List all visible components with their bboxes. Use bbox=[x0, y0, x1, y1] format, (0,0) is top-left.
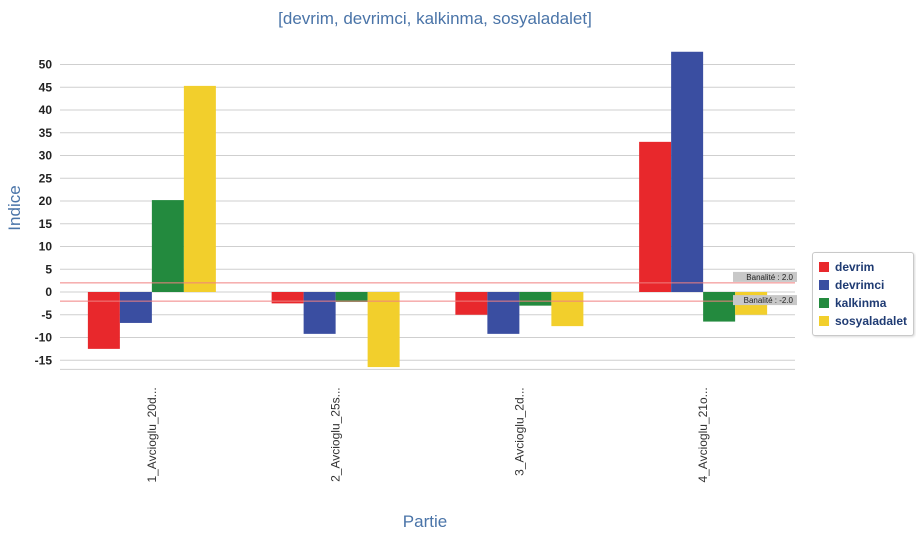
bar-devrim bbox=[271, 292, 304, 304]
y-tick-label: 0 bbox=[45, 285, 52, 299]
bar-devrimci bbox=[303, 292, 336, 334]
bar-kalkinma bbox=[703, 292, 736, 322]
bar-devrimci bbox=[487, 292, 520, 334]
y-tick-label: -15 bbox=[35, 353, 53, 367]
x-category-label: 2_Avcioglu_25s... bbox=[329, 387, 343, 482]
legend-item-devrimci: devrimci bbox=[819, 277, 884, 293]
x-category-label: 3_Avcioglu_2d... bbox=[512, 387, 526, 476]
reference-line-label-bg bbox=[733, 271, 797, 282]
y-tick-label: 35 bbox=[39, 126, 53, 140]
x-category-label: 1_Avcioglu_20d... bbox=[145, 387, 159, 482]
x-axis-title: Partie bbox=[403, 512, 447, 531]
legend-label: devrim bbox=[835, 260, 875, 274]
reference-line-label: Banalité : -2.0 bbox=[744, 296, 794, 305]
bar-devrim bbox=[455, 292, 488, 315]
legend-item-devrim: devrim bbox=[819, 259, 874, 275]
legend-label: sosyaladalet bbox=[835, 314, 908, 328]
y-tick-label: 25 bbox=[39, 171, 53, 185]
bar-kalkinma bbox=[335, 292, 368, 303]
y-axis-title: Indice bbox=[5, 185, 24, 230]
legend-swatch bbox=[819, 280, 829, 290]
y-tick-label: 50 bbox=[39, 58, 53, 72]
bar-devrim bbox=[87, 292, 120, 349]
legend-label: devrimci bbox=[835, 278, 885, 292]
bar-devrimci bbox=[119, 292, 152, 323]
x-category-label: 4_Avcioglu_21o... bbox=[696, 387, 710, 482]
bar-sosyaladalet bbox=[367, 292, 400, 368]
y-tick-label: -10 bbox=[35, 331, 53, 345]
legend-item-sosyaladalet: sosyaladalet bbox=[819, 313, 907, 329]
y-axis-ticks: -15 -10 -5 0 5 10 15 20 25 30 35 40 45 50 bbox=[35, 58, 53, 368]
bars bbox=[87, 51, 768, 368]
legend-swatch bbox=[819, 262, 829, 272]
bar-sosyaladalet bbox=[183, 85, 216, 292]
y-tick-label: 15 bbox=[39, 217, 53, 231]
legend-label: kalkinma bbox=[835, 296, 887, 310]
bar-devrimci bbox=[671, 51, 704, 293]
y-tick-label: 45 bbox=[39, 80, 53, 94]
y-tick-label: 5 bbox=[45, 262, 52, 276]
reference-lines: Banalité : 2.0 Banalité : -2.0 bbox=[60, 271, 797, 306]
legend-item-kalkinma: kalkinma bbox=[819, 295, 886, 311]
legend-swatch bbox=[819, 316, 829, 326]
x-axis-categories: 1_Avcioglu_20d... 2_Avcioglu_25s... 3_Avci… bbox=[145, 387, 710, 482]
chart-legend: devrim devrimci kalkinma sosyaladalet bbox=[812, 252, 914, 336]
y-tick-label: 10 bbox=[39, 240, 53, 254]
chart-title: [devrim, devrimci, kalkinma, sosyaladale… bbox=[278, 9, 592, 28]
y-tick-label: 30 bbox=[39, 149, 53, 163]
reference-line-label: Banalité : 2.0 bbox=[746, 273, 793, 282]
y-tick-label: -5 bbox=[41, 308, 52, 322]
bar-sosyaladalet bbox=[551, 292, 584, 327]
bar-kalkinma bbox=[151, 200, 184, 292]
reference-line-label-bg bbox=[733, 295, 797, 306]
legend-swatch bbox=[819, 298, 829, 308]
bar-kalkinma bbox=[519, 292, 552, 306]
y-tick-label: 20 bbox=[39, 194, 53, 208]
y-tick-label: 40 bbox=[39, 103, 53, 117]
bar-devrim bbox=[639, 141, 672, 292]
